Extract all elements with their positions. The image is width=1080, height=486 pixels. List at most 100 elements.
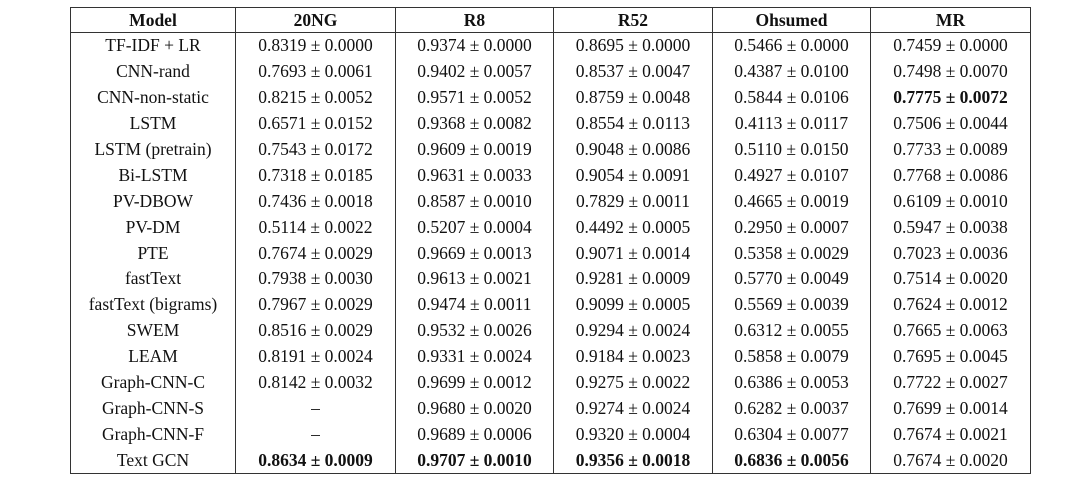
column-header: MR xyxy=(870,7,1031,33)
score-cell: 0.5947 ± 0.0038 xyxy=(870,214,1031,241)
table-row: SWEM 0.8516 ± 0.0029 0.9532 ± 0.0026 0.9294… xyxy=(70,317,1031,344)
column-header: Ohsumed xyxy=(712,7,871,33)
model-name: CNN-rand xyxy=(70,58,236,85)
score-cell: 0.5569 ± 0.0039 xyxy=(712,291,871,318)
score-cell: 0.9281 ± 0.0009 xyxy=(553,266,713,292)
model-name: Graph-CNN-C xyxy=(70,369,236,396)
score-cell: 0.7624 ± 0.0012 xyxy=(870,291,1031,318)
score-cell: 0.2950 ± 0.0007 xyxy=(712,214,871,241)
score-cell: 0.6836 ± 0.0056 xyxy=(712,447,871,475)
score-cell: 0.7967 ± 0.0029 xyxy=(235,291,396,318)
score-cell: 0.8554 ± 0.0113 xyxy=(553,110,713,137)
table-row: LSTM 0.6571 ± 0.0152 0.9368 ± 0.0082 0.8554… xyxy=(70,110,1031,137)
score-cell: 0.7699 ± 0.0014 xyxy=(870,395,1031,422)
score-cell: 0.5114 ± 0.0022 xyxy=(235,214,396,241)
model-name: PTE xyxy=(70,240,236,267)
model-name: fastText (bigrams) xyxy=(70,291,236,318)
table-row: Bi-LSTM 0.7318 ± 0.0185 0.9631 ± 0.0033 0.9… xyxy=(70,162,1031,189)
score-cell: 0.9613 ± 0.0021 xyxy=(395,266,554,292)
score-cell: 0.9356 ± 0.0018 xyxy=(553,447,713,475)
table-row: LEAM 0.8191 ± 0.0024 0.9331 ± 0.0024 0.9184… xyxy=(70,343,1031,370)
score-cell: 0.6386 ± 0.0053 xyxy=(712,369,871,396)
table-row: PTE 0.7674 ± 0.0029 0.9669 ± 0.0013 0.9071 … xyxy=(70,240,1031,267)
score-cell: 0.8759 ± 0.0048 xyxy=(553,84,713,111)
score-cell: 0.9274 ± 0.0024 xyxy=(553,395,713,422)
table-row: TF-IDF + LR 0.8319 ± 0.0000 0.9374 ± 0.000… xyxy=(70,32,1031,59)
model-name: Text GCN xyxy=(70,447,236,475)
score-cell: 0.9474 ± 0.0011 xyxy=(395,291,554,318)
score-cell: 0.8319 ± 0.0000 xyxy=(235,32,396,59)
score-cell: 0.9374 ± 0.0000 xyxy=(395,32,554,59)
table-row: fastText (bigrams) 0.7967 ± 0.0029 0.9474 … xyxy=(70,291,1031,318)
results-table: Model 20NG R8 R52 Ohsumed MR TF-IDF + LR 0.831… xyxy=(70,7,1031,475)
score-cell: 0.7695 ± 0.0045 xyxy=(870,343,1031,370)
score-cell: 0.8695 ± 0.0000 xyxy=(553,32,713,59)
model-name: fastText xyxy=(70,266,236,292)
model-name: Bi-LSTM xyxy=(70,162,236,189)
model-name: LSTM (pretrain) xyxy=(70,136,236,163)
score-cell: 0.7023 ± 0.0036 xyxy=(870,240,1031,267)
score-cell: 0.4387 ± 0.0100 xyxy=(712,58,871,85)
score-cell: 0.9275 ± 0.0022 xyxy=(553,369,713,396)
score-cell: 0.8516 ± 0.0029 xyxy=(235,317,396,344)
table-row: LSTM (pretrain) 0.7543 ± 0.0172 0.9609 ± 0… xyxy=(70,136,1031,163)
model-name: SWEM xyxy=(70,317,236,344)
score-cell: 0.7436 ± 0.0018 xyxy=(235,188,396,215)
score-cell: 0.7674 ± 0.0029 xyxy=(235,240,396,267)
score-cell: 0.9532 ± 0.0026 xyxy=(395,317,554,344)
column-header: Model xyxy=(70,7,236,33)
score-cell: 0.7318 ± 0.0185 xyxy=(235,162,396,189)
score-cell: 0.7543 ± 0.0172 xyxy=(235,136,396,163)
score-cell: 0.8215 ± 0.0052 xyxy=(235,84,396,111)
score-cell: 0.7733 ± 0.0089 xyxy=(870,136,1031,163)
score-cell: 0.5207 ± 0.0004 xyxy=(395,214,554,241)
score-cell: 0.7829 ± 0.0011 xyxy=(553,188,713,215)
score-cell: 0.9071 ± 0.0014 xyxy=(553,240,713,267)
model-name: PV-DM xyxy=(70,214,236,241)
score-cell: 0.5770 ± 0.0049 xyxy=(712,266,871,292)
model-name: CNN-non-static xyxy=(70,84,236,111)
score-cell: 0.9669 ± 0.0013 xyxy=(395,240,554,267)
score-cell: 0.5858 ± 0.0079 xyxy=(712,343,871,370)
score-cell: 0.9294 ± 0.0024 xyxy=(553,317,713,344)
score-cell: 0.9680 ± 0.0020 xyxy=(395,395,554,422)
score-cell: 0.5466 ± 0.0000 xyxy=(712,32,871,59)
score-cell: 0.7674 ± 0.0021 xyxy=(870,421,1031,448)
score-cell: 0.9699 ± 0.0012 xyxy=(395,369,554,396)
score-cell: 0.9048 ± 0.0086 xyxy=(553,136,713,163)
score-cell: 0.7498 ± 0.0070 xyxy=(870,58,1031,85)
score-cell: 0.6109 ± 0.0010 xyxy=(870,188,1031,215)
score-cell: 0.4665 ± 0.0019 xyxy=(712,188,871,215)
score-cell: 0.7768 ± 0.0086 xyxy=(870,162,1031,189)
score-cell: 0.5844 ± 0.0106 xyxy=(712,84,871,111)
score-cell: 0.6282 ± 0.0037 xyxy=(712,395,871,422)
score-cell: 0.7506 ± 0.0044 xyxy=(870,110,1031,137)
model-name: TF-IDF + LR xyxy=(70,32,236,59)
score-cell: 0.4113 ± 0.0117 xyxy=(712,110,871,137)
model-name: Graph-CNN-S xyxy=(70,395,236,422)
table-row: CNN-non-static 0.8215 ± 0.0052 0.9571 ± 0.… xyxy=(70,84,1031,111)
score-cell: 0.6304 ± 0.0077 xyxy=(712,421,871,448)
score-cell: 0.7775 ± 0.0072 xyxy=(870,84,1031,111)
score-cell: 0.9054 ± 0.0091 xyxy=(553,162,713,189)
column-header: R8 xyxy=(395,7,554,33)
column-header: R52 xyxy=(553,7,713,33)
score-cell: 0.5110 ± 0.0150 xyxy=(712,136,871,163)
table-row: Graph-CNN-F –0.9689 ± 0.0006 0.9320 ± 0.00… xyxy=(70,421,1031,448)
score-cell: 0.9609 ± 0.0019 xyxy=(395,136,554,163)
table-row: PV-DM 0.5114 ± 0.0022 0.5207 ± 0.0004 0.449… xyxy=(70,214,1031,241)
score-cell: 0.7722 ± 0.0027 xyxy=(870,369,1031,396)
score-cell: – xyxy=(235,421,396,448)
score-cell: 0.9099 ± 0.0005 xyxy=(553,291,713,318)
table-row: CNN-rand 0.7693 ± 0.0061 0.9402 ± 0.0057 0.… xyxy=(70,58,1031,85)
table-row: PV-DBOW 0.7436 ± 0.0018 0.8587 ± 0.0010 0.7… xyxy=(70,188,1031,215)
model-name: Graph-CNN-F xyxy=(70,421,236,448)
score-cell: 0.4927 ± 0.0107 xyxy=(712,162,871,189)
table-row: Graph-CNN-C 0.8142 ± 0.0032 0.9699 ± 0.001… xyxy=(70,369,1031,396)
model-name: LSTM xyxy=(70,110,236,137)
score-cell: 0.9689 ± 0.0006 xyxy=(395,421,554,448)
table-row: Graph-CNN-S –0.9680 ± 0.0020 0.9274 ± 0.00… xyxy=(70,395,1031,422)
score-cell: 0.9331 ± 0.0024 xyxy=(395,343,554,370)
model-name: LEAM xyxy=(70,343,236,370)
